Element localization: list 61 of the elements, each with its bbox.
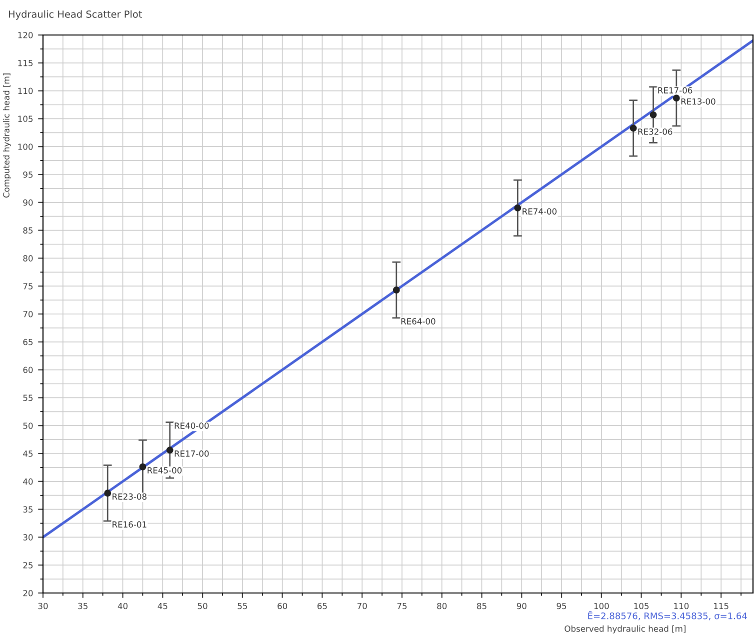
y-tick-label: 75: [23, 283, 33, 290]
annotation: RE74-00: [522, 208, 557, 215]
annotation: RE17-00: [174, 450, 209, 457]
y-tick-label: 45: [23, 450, 33, 457]
annotation: RE16-01: [112, 521, 146, 528]
y-tick-label: 110: [18, 88, 33, 94]
point: [630, 124, 637, 132]
x-tick-label: 105: [634, 602, 649, 610]
annotation: RE40-00: [174, 422, 209, 429]
y-tick-label: 100: [18, 144, 33, 150]
y-tick-label: 105: [18, 116, 33, 122]
y-tick-label: 55: [23, 394, 33, 401]
x-tick-label: 35: [78, 602, 88, 610]
y-tick-label: 60: [23, 366, 33, 374]
x-tick-label: 80: [437, 602, 447, 610]
y-tick-label: 80: [23, 255, 33, 262]
x-tick-label: 110: [674, 602, 689, 610]
annotation: RE45-00: [148, 467, 182, 474]
x-tick-label: 50: [198, 602, 208, 610]
x-tick-label: 55: [238, 602, 248, 610]
annotation: RE13-00: [681, 98, 716, 105]
x-tick-label: 100: [594, 602, 609, 610]
y-axis-title: Computed hydraulic head [m]: [2, 74, 12, 198]
x-tick-label: 40: [118, 602, 128, 610]
y-tick-label: 95: [23, 171, 33, 178]
x-tick-label: 70: [357, 602, 367, 610]
x-tick-label: 75: [397, 602, 407, 610]
y-tick-label: 90: [23, 199, 33, 206]
x-tick-label: 90: [516, 602, 526, 610]
point: [650, 111, 657, 118]
x-axis-title: Observed hydraulic head [m]: [564, 625, 686, 634]
y-tick-label: 40: [23, 478, 33, 485]
annotation: RE17-06: [658, 87, 692, 94]
point: [139, 463, 146, 470]
y-tick-label: 25: [23, 562, 33, 568]
point: [166, 446, 174, 454]
y-tick-label: 35: [23, 506, 33, 513]
annotation: RE64-00: [401, 318, 436, 324]
y-tick-label: 120: [18, 32, 33, 38]
point: [392, 286, 400, 294]
y-tick-label: 50: [23, 422, 33, 429]
point: [514, 204, 522, 212]
x-tick-label: 65: [317, 602, 327, 610]
annotation: RE23-08: [112, 493, 146, 500]
text: Ē=2.88576, RMS=3.45835, σ=1.64: [588, 611, 747, 620]
y-tick-label: 30: [23, 534, 33, 540]
x-tick-label: 115: [714, 602, 728, 610]
x-tick-label: 95: [556, 602, 566, 610]
y-tick-label: 115: [18, 60, 33, 66]
point: [672, 94, 680, 102]
y-tick-label: 70: [23, 310, 33, 318]
y-tick-label: 20: [23, 590, 33, 596]
y-tick-label: 65: [23, 338, 33, 346]
x-tick-label: 60: [278, 602, 288, 610]
point: [104, 490, 112, 497]
chart-title: Hydraulic Head Scatter Plot: [8, 10, 142, 20]
y-tick-label: 85: [23, 227, 33, 234]
annotation: RE32-06: [638, 128, 672, 135]
x-tick-label: 45: [158, 602, 168, 610]
x-tick-label: 30: [38, 602, 48, 610]
x-tick-label: 85: [477, 602, 486, 610]
